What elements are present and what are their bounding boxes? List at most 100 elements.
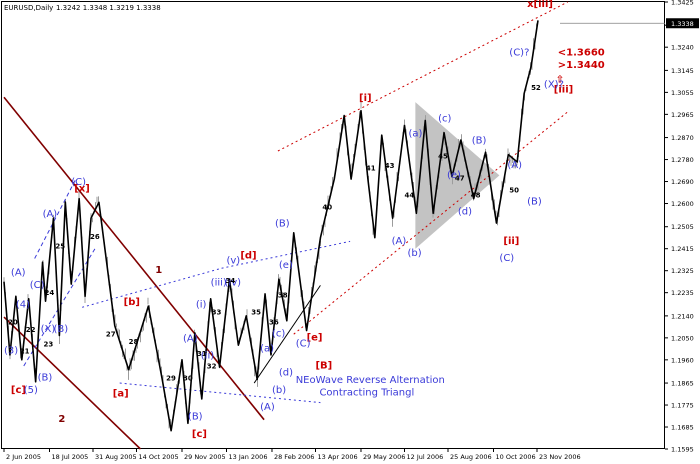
wave-label: (A) — [43, 209, 58, 220]
current-price-box — [666, 18, 699, 29]
y-tick-label: 1.2690 — [671, 178, 694, 186]
wave-count: 40 — [322, 204, 332, 212]
wave-label: x[iii] — [527, 0, 553, 10]
wave-label: [ii] — [503, 236, 519, 247]
wave-label: [c] — [192, 429, 207, 440]
wave-label: (C) — [71, 177, 86, 188]
ohlc-readout: 1.3242 1.3348 1.3219 1.3338 — [56, 4, 161, 12]
wave-count: 20 — [8, 318, 18, 326]
wave-label: [x] — [74, 183, 90, 194]
wave-count: 31 — [197, 350, 207, 358]
wave-label: (C) — [30, 280, 45, 291]
channel-triangle-upper — [81, 267, 222, 308]
plot-frame — [1, 1, 665, 449]
wave-label: (i) — [196, 299, 207, 310]
wave-count: 36 — [269, 318, 279, 326]
channel-triangle-lower — [119, 382, 321, 404]
wave-label: (d) — [279, 368, 293, 379]
wave-label: [c] — [11, 385, 26, 396]
wave-label: (B) — [188, 412, 203, 423]
wave-count: 23 — [44, 340, 54, 348]
wave-count: 34 — [226, 277, 236, 285]
wave-count: 25 — [55, 243, 65, 251]
wave-label: (5) — [24, 385, 38, 396]
wave-count: 24 — [45, 289, 55, 297]
wave-label: (a) — [408, 128, 422, 139]
y-tick-label: 1.1865 — [671, 380, 694, 388]
wave-count: 48 — [471, 191, 481, 199]
y-tick-label: 1.2140 — [671, 312, 694, 320]
wave-count: 21 — [20, 348, 30, 356]
wave-label: (C)? — [509, 48, 529, 59]
contracting-triangle — [415, 102, 500, 249]
wave-path-layer — [3, 20, 539, 432]
wave-count: 45 — [438, 152, 448, 160]
wave-label: (X)? — [544, 79, 564, 90]
y-tick-label: 1.2870 — [671, 134, 694, 142]
wave-count: 22 — [26, 326, 36, 334]
wave-label: (d) — [458, 207, 472, 218]
wave-label: (A) — [392, 236, 407, 247]
wave-label: 2 — [58, 414, 65, 425]
wave-count: 28 — [129, 338, 139, 346]
wave-label: (e) — [447, 170, 461, 181]
wave-label: >1.3440 — [558, 60, 605, 71]
wave-count: 44 — [404, 191, 414, 199]
wave-count: 47 — [455, 174, 465, 182]
wave-label: 1 — [155, 265, 162, 276]
wave-count: 32 — [207, 362, 217, 370]
x-tick-label: 10 Oct 2006 — [495, 453, 535, 461]
wave-label: (C) — [296, 338, 311, 349]
y-tick-label: 1.2780 — [671, 156, 694, 164]
y-tick-label: 1.3425 — [671, 0, 694, 7]
y-tick-label: 1.1685 — [671, 424, 694, 432]
wave-count: 29 — [166, 375, 176, 383]
y-tick-label: 1.1960 — [671, 356, 694, 364]
wave-label: ⇧ — [556, 75, 564, 86]
wave-label: (C) — [499, 253, 514, 264]
x-tick-label: 29 Nov 2005 — [184, 453, 226, 461]
y-tick-label: 1.3240 — [671, 44, 694, 52]
x-tick-label: 14 Oct 2005 — [139, 453, 179, 461]
channel-triangle-upper-ext — [221, 240, 351, 269]
y-tick-label: 1.3055 — [671, 89, 694, 97]
wave-count: 30 — [183, 375, 193, 383]
y-tick-label: 1.2600 — [671, 200, 694, 208]
channel-downtrend-lower — [3, 316, 142, 450]
y-tick-label: 1.2415 — [671, 245, 694, 253]
wave-label: (ii) — [201, 351, 214, 362]
y-tick-label: 1.2050 — [671, 334, 694, 342]
wave-label: (A) — [11, 268, 26, 279]
wave-label: <1.3660 — [558, 48, 605, 59]
wave-label: Contracting Triangl — [319, 387, 414, 398]
wave-label: (B) — [275, 219, 290, 230]
y-tick-label: 1.1775 — [671, 402, 694, 410]
triangle-layer — [415, 102, 500, 249]
wave-label: [e] — [307, 332, 323, 343]
wave-path — [3, 20, 539, 432]
y-tick-label: 1.2235 — [671, 289, 694, 297]
channel-downtrend-upper — [3, 96, 265, 421]
y-tick-label: 1.2505 — [671, 223, 694, 231]
wave-labels-layer: x[iii] [i] [ii] [iii] [x] [b] [a] [c] [d] [e] [B] [… — [4, 0, 605, 440]
wave-count: 33 — [212, 309, 222, 317]
channel-wave-e-trend — [253, 285, 321, 384]
x-tick-label: 18 Jul 2005 — [51, 453, 88, 461]
channel-leg-up-2 — [34, 180, 76, 259]
wave-label: (A) — [507, 160, 522, 171]
wave-label: [d] — [240, 250, 256, 261]
wave-label: (b) — [407, 248, 421, 259]
wave-label: (3) — [4, 346, 18, 357]
x-tick-label: 13 Apr 2006 — [317, 453, 357, 461]
wave-label: (iii) — [211, 277, 227, 288]
wave-label: [i] — [359, 93, 372, 104]
wave-count: 27 — [106, 331, 116, 339]
wave-label: (A) — [183, 334, 198, 345]
wave-label: [b] — [124, 297, 140, 308]
y-tick-label: 1.2325 — [671, 267, 694, 275]
wave-count: 43 — [385, 162, 395, 170]
wave-label: (c) — [438, 114, 451, 125]
